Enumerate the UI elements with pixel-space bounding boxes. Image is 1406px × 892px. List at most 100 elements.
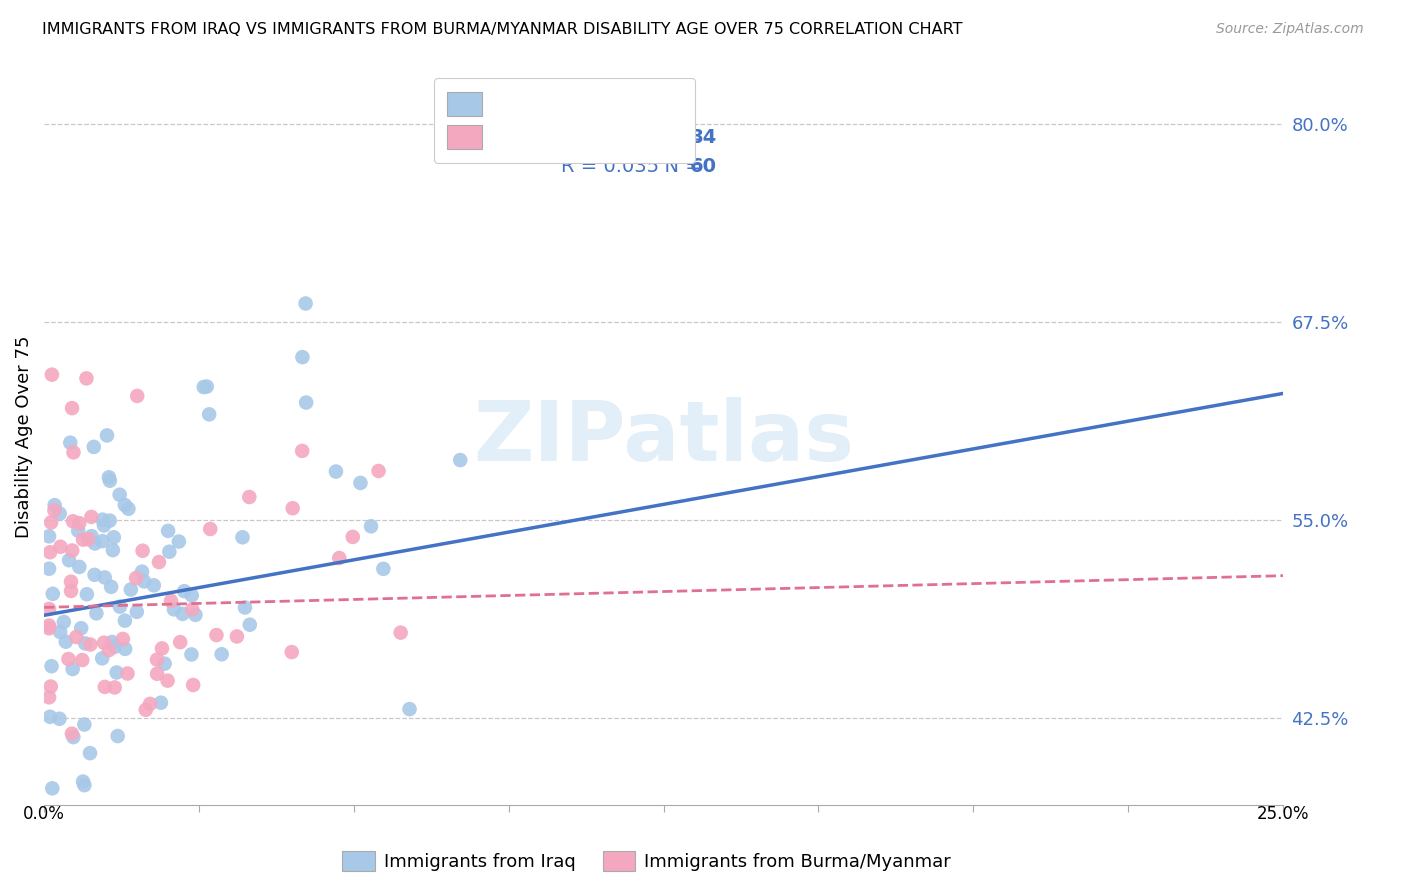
- Point: [149, 696, 172, 710]
- Point: [60, 401, 83, 416]
- Point: [360, 519, 382, 533]
- Point: [80, 509, 103, 524]
- Point: [75, 636, 97, 650]
- Text: 0.0%: 0.0%: [22, 805, 65, 823]
- Point: [157, 524, 180, 538]
- Point: [86, 607, 108, 621]
- Text: 60: 60: [690, 157, 717, 176]
- Point: [280, 645, 302, 659]
- Point: [291, 350, 314, 364]
- Point: [238, 490, 260, 504]
- Point: [83, 440, 105, 454]
- Text: R = 0.035: R = 0.035: [561, 157, 659, 176]
- Point: [134, 574, 156, 589]
- Point: [103, 530, 125, 544]
- Point: [49, 624, 72, 639]
- Point: [62, 730, 84, 744]
- Point: [91, 534, 114, 549]
- Point: [111, 632, 134, 646]
- Point: [39, 545, 62, 559]
- Point: [42, 587, 65, 601]
- Point: [349, 475, 371, 490]
- Point: [72, 533, 94, 547]
- Point: [105, 665, 128, 680]
- Point: [181, 602, 204, 616]
- Point: [117, 501, 139, 516]
- Point: [104, 640, 127, 654]
- Point: [94, 680, 117, 694]
- Point: [59, 435, 82, 450]
- Point: [233, 600, 256, 615]
- Point: [96, 428, 118, 442]
- Point: [127, 389, 149, 403]
- Point: [38, 690, 60, 705]
- Point: [291, 443, 314, 458]
- Point: [98, 474, 121, 488]
- Point: [79, 638, 101, 652]
- Y-axis label: Disability Age Over 75: Disability Age Over 75: [15, 335, 32, 538]
- Point: [181, 678, 204, 692]
- Point: [101, 635, 124, 649]
- Point: [135, 703, 157, 717]
- Point: [39, 516, 62, 530]
- Point: [48, 811, 70, 825]
- Point: [163, 602, 186, 616]
- Point: [48, 712, 70, 726]
- Point: [108, 488, 131, 502]
- Point: [58, 553, 80, 567]
- Point: [125, 605, 148, 619]
- Point: [38, 621, 60, 635]
- Point: [211, 647, 233, 661]
- Point: [200, 522, 222, 536]
- Point: [114, 641, 136, 656]
- Point: [114, 614, 136, 628]
- Point: [239, 617, 262, 632]
- Point: [226, 629, 249, 643]
- Point: [76, 587, 98, 601]
- Point: [39, 710, 62, 724]
- Point: [125, 571, 148, 585]
- Point: [83, 536, 105, 550]
- Point: [184, 607, 207, 622]
- Point: [52, 615, 75, 629]
- Point: [142, 578, 165, 592]
- Point: [59, 584, 82, 599]
- Point: [328, 551, 350, 566]
- Point: [55, 634, 77, 648]
- Text: ZIPatlas: ZIPatlas: [472, 397, 853, 477]
- Point: [139, 697, 162, 711]
- Point: [93, 518, 115, 533]
- Point: [70, 621, 93, 635]
- Point: [231, 530, 253, 544]
- Point: [83, 567, 105, 582]
- Point: [38, 618, 60, 632]
- Point: [41, 781, 63, 796]
- Point: [398, 702, 420, 716]
- Point: [62, 514, 84, 528]
- Point: [148, 555, 170, 569]
- Point: [41, 368, 63, 382]
- Point: [62, 662, 84, 676]
- Point: [80, 529, 103, 543]
- Point: [72, 774, 94, 789]
- Point: [173, 584, 195, 599]
- Point: [60, 543, 83, 558]
- Point: [73, 778, 96, 792]
- Point: [44, 498, 66, 512]
- Text: 25.0%: 25.0%: [1257, 805, 1309, 823]
- Point: [38, 529, 60, 543]
- Point: [100, 580, 122, 594]
- Point: [44, 503, 66, 517]
- Point: [198, 408, 221, 422]
- Point: [195, 379, 218, 393]
- Point: [73, 717, 96, 731]
- Text: N =: N =: [652, 157, 709, 176]
- Point: [146, 666, 169, 681]
- Point: [108, 599, 131, 614]
- Point: [38, 562, 60, 576]
- Point: [98, 514, 121, 528]
- Point: [93, 636, 115, 650]
- Point: [172, 607, 194, 621]
- Point: [91, 513, 114, 527]
- Point: [65, 630, 87, 644]
